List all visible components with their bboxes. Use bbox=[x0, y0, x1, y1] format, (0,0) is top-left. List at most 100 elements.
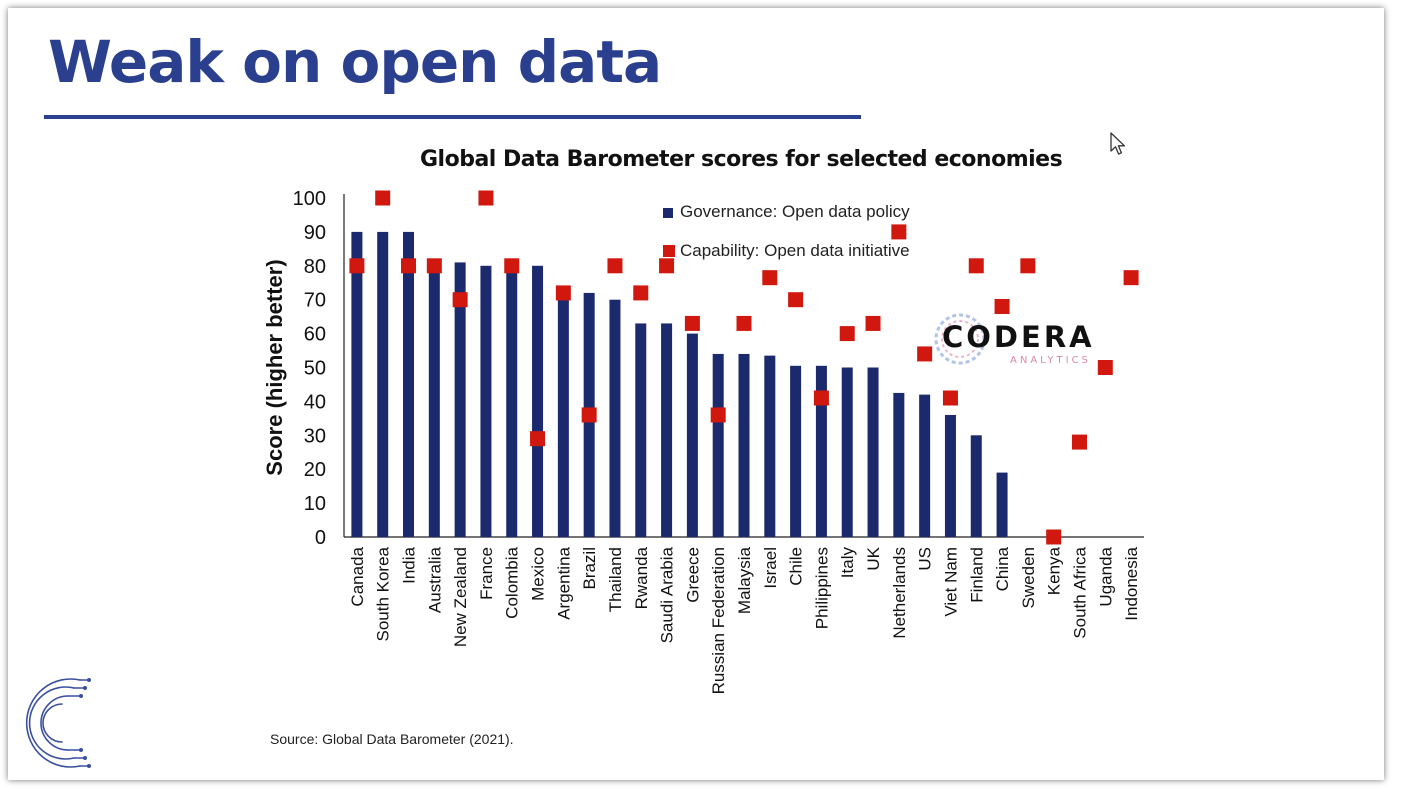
marker-finland bbox=[968, 258, 984, 274]
bar-italy bbox=[841, 367, 853, 537]
x-tick-label: Rwanda bbox=[632, 546, 651, 609]
y-tick-label: 30 bbox=[304, 425, 326, 447]
x-tick-label: Argentina bbox=[554, 546, 573, 619]
x-tick-label: China bbox=[993, 546, 1012, 591]
x-tick-label: France bbox=[477, 547, 496, 600]
marker-colombia bbox=[504, 258, 520, 274]
bar-uk bbox=[867, 367, 879, 537]
y-tick-label: 10 bbox=[304, 493, 326, 515]
marker-thailand bbox=[607, 258, 623, 274]
x-tick-label: Thailand bbox=[606, 547, 625, 612]
x-tick-label: Philippines bbox=[812, 547, 831, 629]
slide-title: Weak on open data bbox=[48, 28, 662, 96]
watermark-text: CODERA bbox=[942, 320, 1095, 354]
bar-rwanda bbox=[635, 323, 647, 537]
marker-australia bbox=[426, 258, 442, 274]
bar-philippines bbox=[815, 365, 827, 537]
y-tick-label: 20 bbox=[304, 459, 326, 481]
marker-chile bbox=[788, 292, 804, 308]
bar-colombia bbox=[506, 265, 518, 537]
bar-thailand bbox=[609, 299, 621, 537]
marker-south-africa bbox=[1071, 434, 1087, 450]
marker-indonesia bbox=[1123, 270, 1139, 286]
marker-malaysia bbox=[736, 315, 752, 331]
legend-item-governance: Governance: Open data policy bbox=[660, 200, 910, 224]
codera-c-logo-icon bbox=[25, 678, 91, 768]
y-tick-label: 40 bbox=[304, 391, 326, 413]
bar-new-zealand bbox=[454, 262, 466, 537]
legend-swatch-governance bbox=[663, 208, 673, 218]
y-tick-label: 80 bbox=[304, 256, 326, 278]
bar-greece bbox=[686, 333, 698, 537]
marker-us bbox=[917, 346, 933, 362]
x-tick-label: Sweden bbox=[1019, 547, 1038, 608]
legend-item-capability: Capability: Open data initiative bbox=[660, 239, 910, 263]
x-tick-label: Malaysia bbox=[735, 546, 754, 614]
y-tick-label: 100 bbox=[293, 188, 326, 210]
x-tick-label: Australia bbox=[425, 546, 444, 613]
bar-france bbox=[480, 265, 492, 537]
title-underline bbox=[44, 115, 861, 119]
x-tick-label: New Zealand bbox=[451, 547, 470, 647]
bar-viet-nam bbox=[944, 414, 956, 537]
bar-india bbox=[403, 231, 415, 537]
marker-uganda bbox=[1097, 360, 1113, 375]
bar-finland bbox=[970, 435, 982, 537]
marker-saudi-arabia bbox=[659, 258, 675, 274]
bar-malaysia bbox=[738, 353, 750, 537]
bar-south-korea bbox=[377, 231, 389, 537]
bar-argentina bbox=[557, 292, 569, 537]
marker-new-zealand bbox=[452, 292, 468, 308]
marker-russian-federation bbox=[710, 407, 726, 423]
marker-italy bbox=[839, 326, 855, 342]
marker-kenya bbox=[1046, 529, 1062, 545]
source-note: Source: Global Data Barometer (2021). bbox=[270, 731, 514, 747]
marker-israel bbox=[762, 270, 778, 286]
marker-brazil bbox=[581, 407, 597, 423]
x-tick-label: US bbox=[916, 547, 935, 571]
marker-sweden bbox=[1020, 258, 1036, 274]
legend-label-capability: Capability: Open data initiative bbox=[680, 241, 910, 260]
x-tick-label: Chile bbox=[787, 547, 806, 586]
bar-us bbox=[919, 394, 931, 537]
chart-title: Global Data Barometer scores for selecte… bbox=[420, 147, 1063, 172]
x-tick-label: Mexico bbox=[529, 547, 548, 601]
x-tick-label: Russian Federation bbox=[709, 547, 728, 694]
x-tick-label: Finland bbox=[967, 547, 986, 603]
x-tick-label: Saudi Arabia bbox=[658, 546, 677, 643]
bar-saudi-arabia bbox=[661, 323, 673, 537]
bar-netherlands bbox=[893, 392, 905, 537]
y-axis-label: Score (higher better) bbox=[262, 259, 287, 475]
y-tick-label: 70 bbox=[304, 290, 326, 312]
x-tick-label: Indonesia bbox=[1122, 546, 1141, 620]
x-tick-label: Greece bbox=[683, 547, 702, 603]
x-tick-label: Netherlands bbox=[890, 547, 909, 639]
x-tick-label: Viet Nam bbox=[941, 547, 960, 617]
bar-mexico bbox=[532, 265, 544, 537]
y-tick-label: 50 bbox=[304, 358, 326, 380]
x-tick-label: Israel bbox=[761, 547, 780, 589]
marker-philippines bbox=[813, 390, 829, 406]
marker-france bbox=[478, 190, 494, 206]
legend-label-governance: Governance: Open data policy bbox=[680, 202, 910, 221]
x-tick-label: Canada bbox=[348, 546, 367, 606]
bar-russian-federation bbox=[712, 353, 724, 537]
marker-uk bbox=[865, 315, 881, 331]
y-tick-label: 60 bbox=[304, 324, 326, 346]
y-tick-label: 90 bbox=[304, 222, 326, 244]
x-tick-label: Kenya bbox=[1045, 546, 1064, 595]
marker-greece bbox=[684, 315, 700, 331]
marker-canada bbox=[349, 258, 365, 274]
codera-watermark: CODERA ANALYTICS bbox=[930, 307, 1130, 371]
marker-india bbox=[401, 258, 417, 274]
bar-chile bbox=[790, 365, 802, 537]
marker-argentina bbox=[555, 285, 571, 301]
x-tick-label: UK bbox=[864, 546, 883, 570]
marker-south-korea bbox=[375, 190, 391, 206]
bar-china bbox=[996, 472, 1008, 537]
x-tick-label: Colombia bbox=[503, 546, 522, 618]
y-tick-label: 0 bbox=[315, 527, 326, 549]
x-tick-label: South Korea bbox=[374, 546, 393, 641]
x-tick-label: India bbox=[400, 546, 419, 583]
